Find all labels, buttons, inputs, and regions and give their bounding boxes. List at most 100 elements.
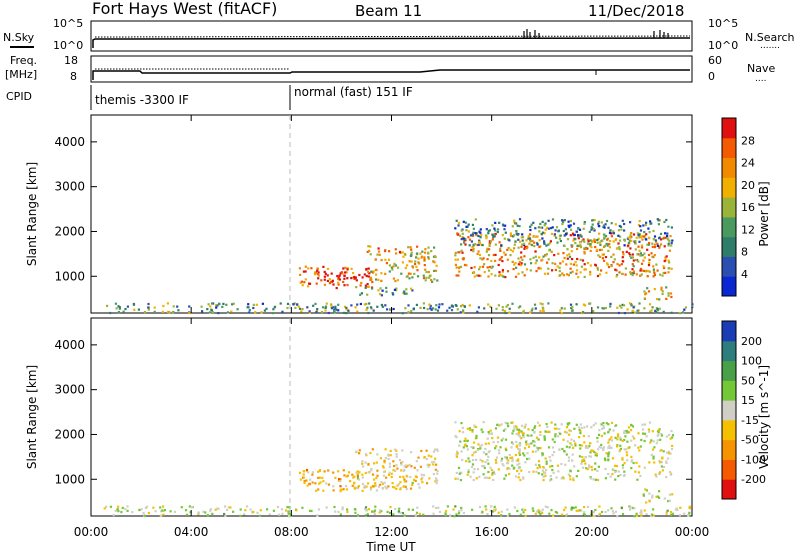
velocity-scatter-cell <box>327 469 330 472</box>
power-scatter-cell <box>481 265 485 268</box>
power-scatter-cell <box>369 306 373 309</box>
velocity-scatter-cell <box>500 514 503 517</box>
power-scatter-cell <box>575 264 578 267</box>
power-scatter-cell <box>550 232 554 235</box>
velocity-scatter-cell <box>596 436 599 440</box>
power-scatter-cell <box>518 260 521 263</box>
power-scatter-cell <box>513 243 516 246</box>
velocity-scatter-cell <box>572 477 575 480</box>
velocity-scatter-cell <box>473 425 476 428</box>
velocity-scatter-cell <box>623 431 626 435</box>
power-scatter-cell <box>502 251 506 254</box>
velocity-scatter-cell <box>575 509 578 512</box>
power-scatter-cell <box>661 274 664 277</box>
power-scatter-cell <box>628 252 631 255</box>
power-scatter-cell <box>621 256 624 259</box>
power-scatter-cell <box>483 271 486 274</box>
velocity-scatter-cell <box>493 505 496 508</box>
power-scatter-cell <box>656 244 659 247</box>
velocity-scatter-cell <box>363 485 366 488</box>
power-scatter-cell <box>521 236 525 239</box>
power-scatter-cell <box>631 272 634 275</box>
power-scatter-cell <box>600 248 604 251</box>
power-colorbar-segment <box>722 236 736 257</box>
velocity-scatter-cell <box>456 450 459 453</box>
power-scatter-cell <box>579 258 582 261</box>
power-scatter-cell <box>642 259 645 262</box>
power-scatter-cell <box>497 228 500 231</box>
velocity-scatter-cell <box>508 453 511 456</box>
power-scatter-cell <box>217 312 220 315</box>
power-scatter-cell <box>610 222 613 225</box>
power-scatter-cell <box>431 280 434 283</box>
velocity-scatter-cell <box>361 476 364 479</box>
power-scatter-cell <box>643 252 646 255</box>
power-scatter-cell <box>343 305 347 308</box>
velocity-scatter-cell <box>473 468 476 471</box>
velocity-scatter-cell <box>688 505 691 508</box>
power-scatter-cell <box>511 302 514 305</box>
power-scatter-cell <box>569 267 572 270</box>
velocity-scatter-cell <box>639 511 642 514</box>
velocity-scatter-cell <box>595 452 598 455</box>
velocity-scatter-cell <box>223 512 226 516</box>
velocity-scatter-cell <box>411 481 414 484</box>
noise-right-label: N.Search <box>745 31 795 44</box>
velocity-scatter-cell <box>456 452 459 455</box>
power-scatter-cell <box>521 243 524 246</box>
velocity-scatter-cell <box>574 444 577 447</box>
power-scatter-cell <box>501 234 504 237</box>
velocity-scatter-cell <box>600 443 603 446</box>
velocity-scatter-cell <box>619 438 622 441</box>
power-scatter-cell <box>474 243 477 246</box>
velocity-scatter-cell <box>585 445 588 448</box>
power-scatter-cell <box>343 284 346 287</box>
velocity-scatter-cell <box>461 426 464 429</box>
velocity-scatter-cell <box>543 435 546 438</box>
velocity-scatter-cell <box>524 514 527 517</box>
velocity-scatter-cell <box>511 421 514 424</box>
velocity-scatter-cell <box>185 513 189 516</box>
velocity-scatter-cell <box>602 446 605 449</box>
power-scatter-cell <box>567 224 570 227</box>
power-scatter-cell <box>462 311 465 314</box>
power-scatter-cell <box>407 272 410 275</box>
power-scatter-cell <box>538 239 541 242</box>
power-scatter-cell <box>422 302 425 305</box>
power-scatter-cell <box>542 255 545 258</box>
velocity-scatter-cell <box>477 443 480 446</box>
power-scatter-cell <box>691 303 694 306</box>
velocity-scatter-cell <box>549 475 552 478</box>
velocity-scatter-cell <box>586 446 589 449</box>
velocity-scatter-cell <box>518 430 521 433</box>
velocity-scatter-cell <box>410 465 413 468</box>
power-scatter-cell <box>147 302 150 306</box>
velocity-scatter-cell <box>542 466 545 469</box>
velocity-scatter-cell <box>569 470 572 473</box>
velocity-scatter-cell <box>660 432 663 436</box>
noise-right-tick-top: 10^5 <box>708 17 738 30</box>
velocity-scatter-cell <box>532 509 535 512</box>
velocity-scatter-cell <box>496 423 499 426</box>
power-scatter-cell <box>638 249 641 252</box>
velocity-scatter-cell <box>504 474 507 477</box>
power-scatter-cell <box>536 241 539 245</box>
power-scatter-cell <box>571 270 574 273</box>
power-scatter-cell <box>376 305 379 308</box>
power-scatter-cell <box>624 273 627 276</box>
power-scatter-cell <box>115 307 118 310</box>
velocity-scatter-cell <box>367 508 370 511</box>
velocity-scatter-cell <box>557 435 560 438</box>
velocity-scatter-cell <box>425 449 428 452</box>
velocity-scatter-cell <box>626 459 629 462</box>
freq-label-line1: Freq. <box>10 54 37 67</box>
power-scatter-cell <box>601 239 604 242</box>
velocity-scatter-cell <box>412 478 416 481</box>
velocity-scatter-cell <box>631 506 634 510</box>
velocity-scatter-cell <box>403 478 406 481</box>
velocity-scatter-cell <box>375 461 378 464</box>
power-scatter-cell <box>529 238 532 241</box>
velocity-scatter-cell <box>258 514 261 517</box>
power-scatter-cell <box>635 273 638 276</box>
